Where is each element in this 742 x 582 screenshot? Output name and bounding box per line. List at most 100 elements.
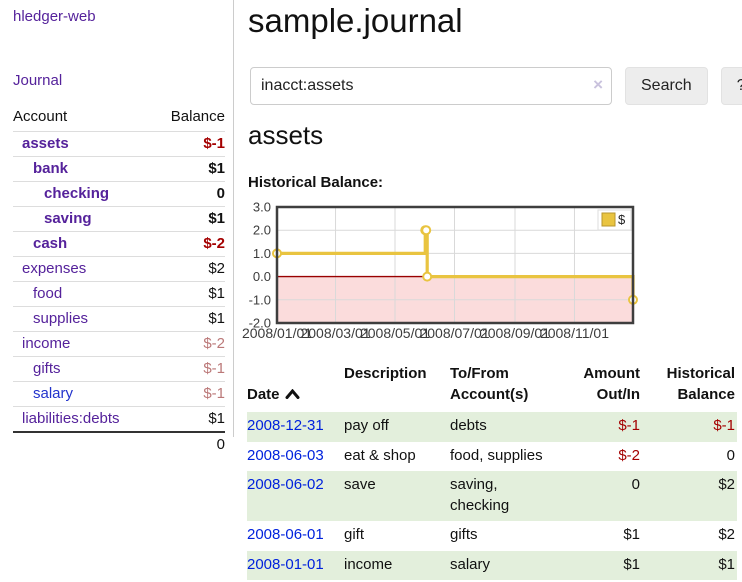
sidebar-account-balance: $1 bbox=[208, 210, 225, 227]
accounts-table-header: Account Balance bbox=[13, 104, 225, 132]
register-date-link[interactable]: 2008-06-01 bbox=[247, 526, 324, 544]
accounts-table: Account Balance assets $-1 bank $1 checking 0… bbox=[13, 104, 225, 457]
y-tick-label: -2.0 bbox=[249, 316, 271, 331]
register-row: 2008-01-01 income salary $1 $1 bbox=[247, 550, 737, 581]
data-point-marker bbox=[421, 225, 432, 236]
account-heading: assets bbox=[248, 120, 324, 150]
sidebar-account-balance: $1 bbox=[208, 160, 225, 177]
sidebar-account-row: supplies $1 bbox=[13, 306, 225, 332]
historical-balance-chart[interactable]: $3.0 2.0 1.0 0.0 -1.0 -2.0 2008/01/01 2008/03/0… bbox=[242, 200, 742, 346]
sidebar-account-cell: liabilities:debts bbox=[13, 407, 154, 433]
help-button[interactable]: ? bbox=[720, 67, 742, 105]
sidebar-account-balance: $2 bbox=[208, 260, 225, 277]
accounts-header-balance: Balance bbox=[170, 108, 225, 125]
sidebar-account-link[interactable]: cash bbox=[33, 235, 68, 252]
register-description-cell: eat & shop bbox=[344, 446, 416, 464]
clear-search-icon[interactable]: × bbox=[593, 75, 603, 94]
sidebar-account-cell: supplies bbox=[13, 307, 154, 332]
register-accounts-cell: gifts bbox=[450, 526, 478, 544]
sidebar-account-cell: income bbox=[13, 332, 154, 357]
register-date-link[interactable]: 2008-12-31 bbox=[247, 417, 324, 435]
sidebar-account-link[interactable]: saving bbox=[44, 210, 92, 227]
sidebar-account-link[interactable]: salary bbox=[33, 385, 74, 402]
sidebar-account-row: expenses $2 bbox=[13, 256, 225, 282]
register-table: Date Description To/From Account(s) Amou… bbox=[247, 360, 737, 581]
register-date-cell: 2008-12-31 bbox=[247, 412, 344, 442]
sidebar-account-row: liabilities:debts $1 bbox=[13, 406, 225, 433]
sidebar-account-balance: $-1 bbox=[203, 135, 225, 152]
register-amount-cell: $-1 bbox=[618, 417, 640, 435]
y-tick-label: 1.0 bbox=[253, 246, 271, 261]
sidebar-account-row: saving $1 bbox=[13, 206, 225, 232]
y-tick-label: 2.0 bbox=[253, 223, 271, 238]
legend-swatch bbox=[601, 212, 616, 227]
chart-label: Historical Balance: bbox=[248, 174, 384, 191]
sidebar-account-link[interactable]: gifts bbox=[33, 360, 61, 377]
x-tick-label: 2008/05/01 bbox=[360, 325, 430, 341]
sidebar-account-row: food $1 bbox=[13, 281, 225, 307]
sidebar-account-cell: salary bbox=[13, 382, 154, 407]
sidebar-account-link[interactable]: liabilities:debts bbox=[22, 410, 120, 427]
register-header-accounts: To/From Account(s) bbox=[450, 365, 529, 403]
register-header-date[interactable]: Date bbox=[247, 360, 344, 412]
sidebar-account-link[interactable]: income bbox=[22, 335, 71, 352]
sidebar-divider bbox=[233, 0, 234, 437]
register-section: Date Description To/From Account(s) Amou… bbox=[247, 360, 737, 581]
sidebar-nav-journal[interactable]: Journal bbox=[13, 72, 63, 89]
sidebar-account-balance: $1 bbox=[208, 310, 225, 327]
sidebar-account-row: salary $-1 bbox=[13, 381, 225, 407]
register-description-cell: save bbox=[344, 476, 376, 494]
search-input[interactable] bbox=[250, 67, 612, 105]
page-title: sample.journal bbox=[248, 2, 463, 39]
x-tick-label: 2008/01/01 bbox=[242, 325, 312, 341]
sidebar-account-balance: $-2 bbox=[203, 335, 225, 352]
sidebar-account-balance: $-2 bbox=[203, 235, 225, 252]
accounts-header-account: Account bbox=[13, 108, 68, 125]
search-row: × Search ? bbox=[250, 67, 742, 105]
sort-ascending-chevron-up-icon bbox=[285, 388, 300, 399]
x-tick-label: 2008/03/01 bbox=[300, 325, 370, 341]
register-description-cell: pay off bbox=[344, 417, 389, 435]
x-tick-label: 2008/09/01 bbox=[480, 325, 550, 341]
register-row: 2008-12-31 pay off debts $-1 $-1 bbox=[247, 412, 737, 442]
register-date-cell: 2008-01-01 bbox=[247, 551, 344, 581]
sidebar-account-balance: $1 bbox=[208, 285, 225, 302]
register-header-amount: Amount Out/In bbox=[583, 365, 640, 403]
sidebar-account-cell: saving bbox=[13, 207, 154, 232]
sidebar-account-cell: checking bbox=[13, 182, 154, 207]
sidebar-account-cell: food bbox=[13, 282, 154, 307]
data-point-marker bbox=[422, 271, 433, 282]
sidebar-account-cell: cash bbox=[13, 232, 154, 257]
register-accounts-cell: saving, checking bbox=[450, 476, 510, 514]
register-header-description: Description bbox=[344, 365, 427, 382]
register-row: 2008-06-03 eat & shop food, supplies $-2 0 bbox=[247, 442, 737, 472]
sidebar-account-balance: $-1 bbox=[203, 360, 225, 377]
plot-border bbox=[275, 205, 635, 325]
search-button[interactable]: Search bbox=[625, 67, 708, 105]
sidebar: hledger-web Journal Account Balance asse… bbox=[0, 0, 233, 582]
sidebar-account-link[interactable]: assets bbox=[22, 135, 69, 152]
sidebar-account-row: assets $-1 bbox=[13, 131, 225, 157]
main-content: sample.journal × Search ? assets Histori… bbox=[242, 0, 742, 582]
y-tick-label: 3.0 bbox=[253, 200, 271, 215]
register-header-date-label: Date bbox=[247, 385, 280, 403]
sidebar-account-link[interactable]: bank bbox=[33, 160, 69, 177]
register-date-link[interactable]: 2008-01-01 bbox=[247, 555, 324, 573]
sidebar-account-link[interactable]: supplies bbox=[33, 310, 89, 327]
sidebar-account-row: checking 0 bbox=[13, 181, 225, 207]
register-balance-cell: $2 bbox=[718, 526, 735, 544]
sidebar-account-link[interactable]: expenses bbox=[22, 260, 87, 277]
register-amount-cell: $1 bbox=[623, 555, 640, 573]
sidebar-account-cell: bank bbox=[13, 157, 154, 182]
register-date-cell: 2008-06-03 bbox=[247, 442, 344, 472]
app-title-link[interactable]: hledger-web bbox=[13, 8, 96, 25]
sidebar-account-link[interactable]: food bbox=[33, 285, 63, 302]
sidebar-account-link[interactable]: checking bbox=[44, 185, 110, 202]
accounts-total-spacer bbox=[13, 432, 154, 457]
register-date-link[interactable]: 2008-06-02 bbox=[247, 476, 324, 494]
accounts-total-value: 0 bbox=[216, 436, 225, 453]
register-balance-cell: $-1 bbox=[713, 417, 735, 435]
register-row: 2008-06-01 gift gifts $1 $2 bbox=[247, 521, 737, 551]
register-date-link[interactable]: 2008-06-03 bbox=[247, 446, 324, 464]
sidebar-account-balance: 0 bbox=[216, 185, 225, 202]
